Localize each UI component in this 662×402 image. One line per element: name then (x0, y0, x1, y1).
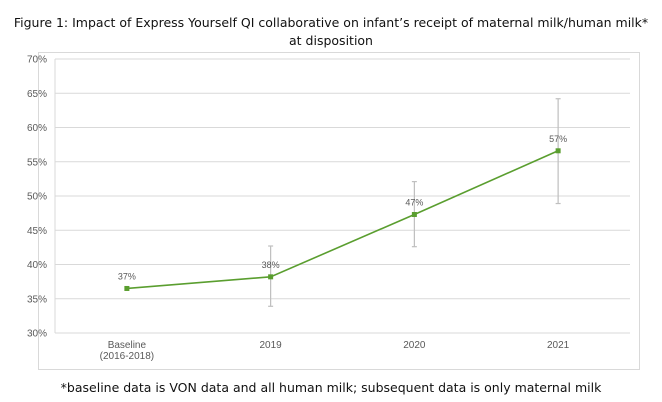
y-tick-label: 70% (27, 55, 47, 66)
data-label: 37% (118, 271, 136, 281)
series-line (126, 150, 559, 290)
y-tick-label: 65% (27, 89, 47, 100)
data-point (411, 211, 417, 217)
y-tick-label: 35% (27, 294, 47, 305)
data-point (124, 285, 130, 291)
y-tick-label: 60% (27, 123, 47, 134)
x-tick-label: 2019 (260, 340, 283, 351)
data-label: 57% (549, 134, 567, 144)
x-tick-label: Baseline (2016-2018) (100, 340, 154, 362)
chart-frame (38, 52, 640, 370)
data-label: 47% (405, 197, 423, 207)
chart-title-line-2: at disposition (289, 33, 373, 48)
data-point (555, 148, 561, 154)
y-tick-label: 30% (27, 329, 47, 340)
y-tick-label: 50% (27, 192, 47, 203)
data-label: 38% (262, 260, 280, 270)
y-tick-label: 45% (27, 226, 47, 237)
chart-title: Figure 1: Impact of Express Yourself QI … (0, 14, 662, 50)
y-tick-label: 40% (27, 260, 47, 271)
x-tick-label: 2020 (403, 340, 426, 351)
y-tick-label: 55% (27, 157, 47, 168)
data-point (268, 274, 274, 280)
footnote: *baseline data is VON data and all human… (60, 380, 602, 395)
x-tick-label: 2021 (547, 340, 570, 351)
chart-title-line-1: Figure 1: Impact of Express Yourself QI … (13, 15, 649, 30)
